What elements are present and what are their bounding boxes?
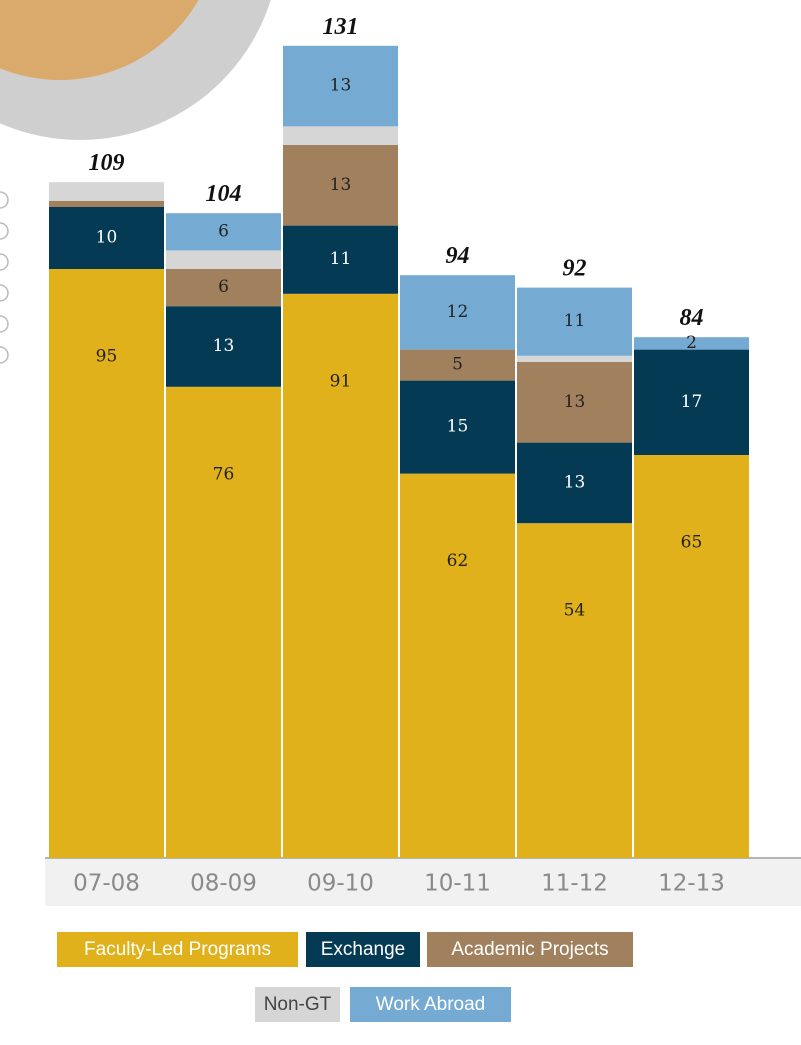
data-label: 11 (564, 311, 586, 331)
data-label: 13 (564, 392, 586, 412)
x-axis-band (45, 858, 801, 906)
bar-segment (400, 473, 515, 858)
data-label: 91 (330, 371, 352, 391)
total-label: 131 (323, 14, 359, 40)
bar-segment (283, 45, 398, 127)
data-label: 13 (330, 76, 352, 96)
total-label: 92 (563, 256, 587, 282)
x-tick-label: 10-11 (424, 871, 491, 897)
legend-label: Faculty-Led Programs (84, 939, 271, 960)
bar-segment (400, 380, 515, 474)
legend-swatch (255, 987, 340, 1022)
x-tick-label: 11-12 (541, 871, 608, 897)
data-label: 95 (96, 347, 118, 367)
data-label: 62 (447, 551, 469, 571)
bar-segment (283, 293, 398, 858)
bar-segment (49, 269, 164, 858)
bar-segment (634, 337, 749, 350)
data-label: 6 (218, 277, 229, 297)
legend-swatch (57, 932, 298, 967)
legend-label: Exchange (321, 939, 406, 960)
legend-label: Work Abroad (376, 994, 485, 1015)
data-label: 65 (681, 533, 703, 553)
x-tick-label: 07-08 (73, 871, 140, 897)
bar-segment (283, 225, 398, 294)
data-label: 76 (213, 464, 235, 484)
bar-segment (283, 126, 398, 145)
bar-segment (400, 349, 515, 381)
data-label: 5 (452, 355, 463, 375)
data-label: 2 (686, 333, 697, 353)
bar-segment (517, 442, 632, 524)
bar-segment (166, 306, 281, 387)
data-label: 12 (447, 302, 469, 322)
total-label: 109 (89, 150, 125, 176)
bar-segment (166, 386, 281, 858)
bar-segment (166, 269, 281, 307)
total-label: 84 (680, 305, 704, 331)
bar-segment (634, 349, 749, 455)
data-label: 11 (330, 249, 352, 269)
bar-segment (400, 275, 515, 350)
x-tick-label: 12-13 (658, 871, 725, 897)
total-label: 104 (206, 181, 242, 207)
bar-segment (166, 250, 281, 269)
data-label: 10 (96, 228, 118, 248)
legend-swatch (306, 932, 420, 967)
data-label: 13 (213, 336, 235, 356)
bar-segment (283, 145, 398, 226)
bar-segment (49, 207, 164, 269)
legend-label: Academic Projects (451, 939, 608, 960)
total-label: 94 (446, 243, 470, 269)
data-label: 13 (330, 175, 352, 195)
bar-segment (634, 455, 749, 858)
bar-segment (166, 213, 281, 251)
data-label: 13 (564, 472, 586, 492)
x-tick-label: 09-10 (307, 871, 374, 897)
legend-label: Non-GT (264, 994, 332, 1015)
data-label: 6 (218, 221, 229, 241)
bar-segment (517, 523, 632, 858)
x-tick-label: 08-09 (190, 871, 257, 897)
bar-segment (517, 287, 632, 356)
bar-segment (49, 182, 164, 201)
data-label: 54 (564, 601, 586, 621)
bar-segment (49, 200, 164, 207)
decor-disc (0, 0, 199, 80)
decor-dots (0, 191, 9, 364)
data-label: 15 (447, 417, 469, 437)
data-label: 17 (681, 392, 703, 412)
legend-swatch (350, 987, 511, 1022)
legend-swatch (427, 932, 633, 967)
bar-segment (517, 362, 632, 443)
bar-segment (517, 355, 632, 362)
